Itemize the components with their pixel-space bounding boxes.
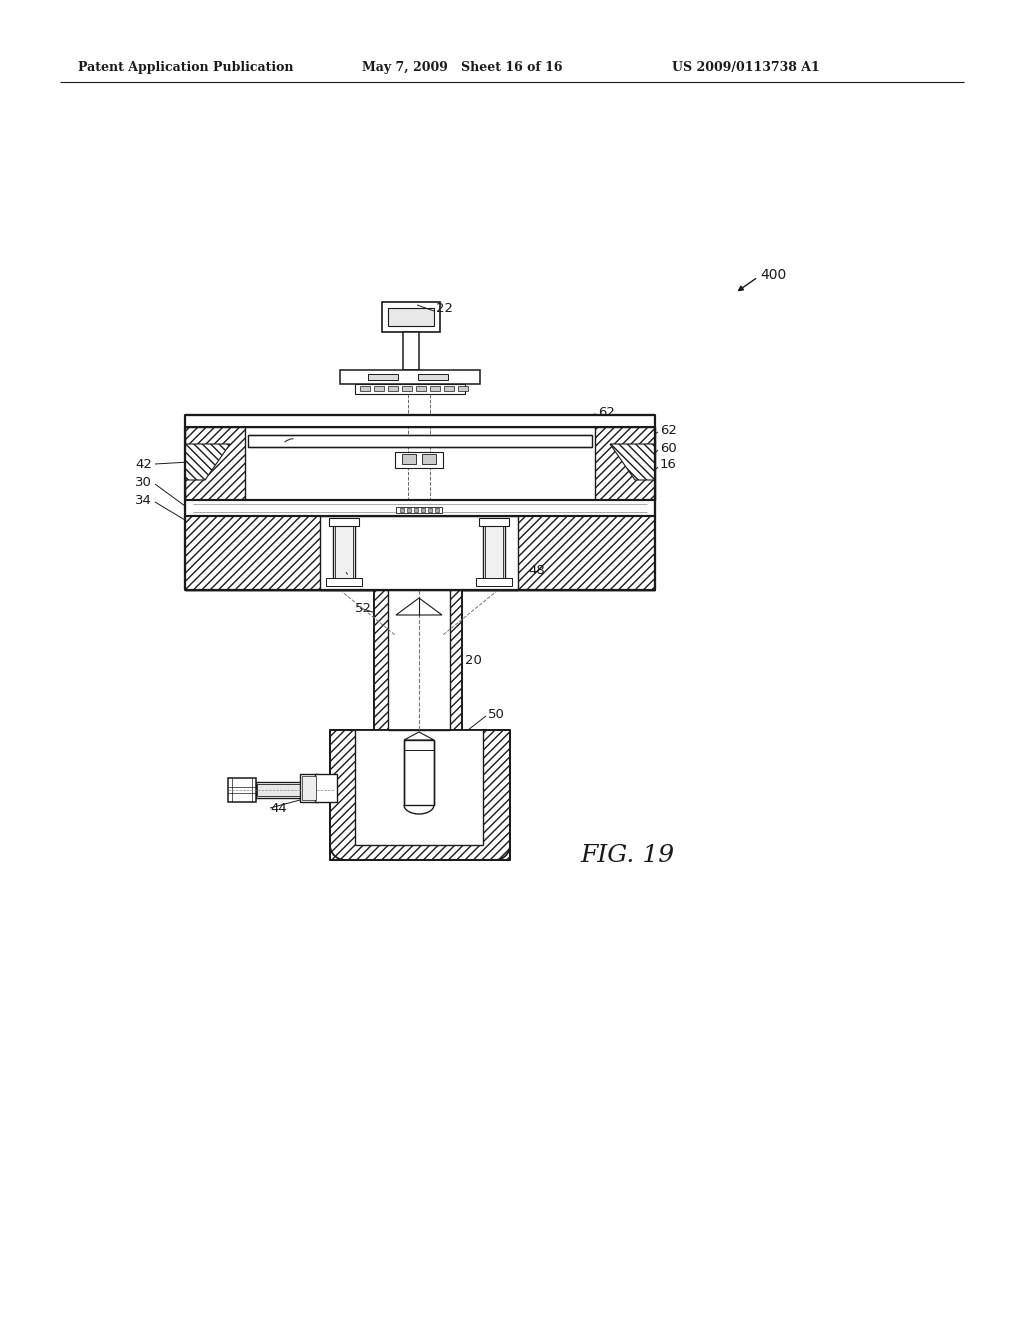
Bar	[400, 508, 404, 512]
Bar	[368, 374, 398, 380]
Polygon shape	[185, 426, 245, 500]
Bar	[407, 508, 411, 512]
Text: 34: 34	[135, 494, 152, 507]
Text: 52: 52	[355, 602, 372, 615]
Bar	[355, 384, 465, 393]
Bar	[185, 516, 655, 590]
Text: 22: 22	[436, 301, 453, 314]
Bar	[435, 508, 439, 512]
Text: US 2009/0113738 A1: US 2009/0113738 A1	[672, 62, 820, 74]
Text: 62: 62	[660, 424, 677, 437]
Bar	[335, 524, 353, 582]
Text: 30: 30	[135, 477, 152, 490]
Text: 52: 52	[282, 437, 299, 450]
Bar	[418, 374, 449, 380]
Bar	[444, 385, 454, 391]
Text: 48: 48	[528, 564, 545, 577]
Text: 60: 60	[660, 441, 677, 454]
Bar	[395, 451, 443, 469]
Text: 44: 44	[270, 801, 287, 814]
Bar	[319, 516, 518, 590]
Bar	[329, 517, 359, 525]
Text: 42: 42	[135, 458, 152, 470]
Bar	[185, 414, 655, 426]
Bar	[458, 385, 468, 391]
Bar	[388, 385, 398, 391]
Bar	[300, 774, 318, 803]
Bar	[382, 302, 440, 333]
Text: FIG. 19: FIG. 19	[580, 843, 674, 866]
Bar	[248, 436, 592, 447]
Polygon shape	[396, 598, 442, 615]
Bar	[403, 333, 419, 370]
Bar	[256, 781, 334, 799]
Polygon shape	[185, 444, 230, 480]
Text: 56: 56	[348, 570, 365, 583]
Text: 16: 16	[660, 458, 677, 471]
Polygon shape	[404, 733, 434, 741]
Bar	[302, 776, 316, 800]
Bar	[476, 578, 512, 586]
Text: May 7, 2009   Sheet 16 of 16: May 7, 2009 Sheet 16 of 16	[362, 62, 562, 74]
Bar	[355, 730, 483, 845]
Text: 62: 62	[598, 405, 614, 418]
Bar	[430, 385, 440, 391]
Bar	[414, 508, 418, 512]
Text: 20: 20	[465, 653, 482, 667]
Bar	[185, 500, 655, 516]
Polygon shape	[595, 426, 655, 500]
Bar	[360, 385, 370, 391]
Bar	[396, 507, 442, 513]
Bar	[326, 578, 362, 586]
Bar	[422, 454, 436, 465]
Polygon shape	[610, 444, 655, 480]
Bar	[485, 524, 503, 582]
Bar	[257, 784, 312, 796]
Bar	[404, 741, 434, 805]
Bar	[388, 308, 434, 326]
Bar	[402, 454, 416, 465]
Text: 56: 56	[452, 570, 469, 583]
Bar	[315, 774, 337, 803]
Bar	[483, 521, 505, 583]
Text: 400: 400	[760, 268, 786, 282]
Bar	[479, 517, 509, 525]
Bar	[388, 590, 450, 730]
Bar	[333, 521, 355, 583]
Bar	[330, 730, 510, 861]
Text: 50: 50	[488, 708, 505, 721]
Bar	[402, 385, 412, 391]
Bar	[228, 777, 256, 803]
Bar	[374, 385, 384, 391]
Bar	[421, 508, 425, 512]
Bar	[416, 385, 426, 391]
Bar	[428, 508, 432, 512]
Bar	[340, 370, 480, 384]
Bar	[245, 426, 595, 500]
Bar	[374, 590, 462, 730]
Text: Patent Application Publication: Patent Application Publication	[78, 62, 294, 74]
